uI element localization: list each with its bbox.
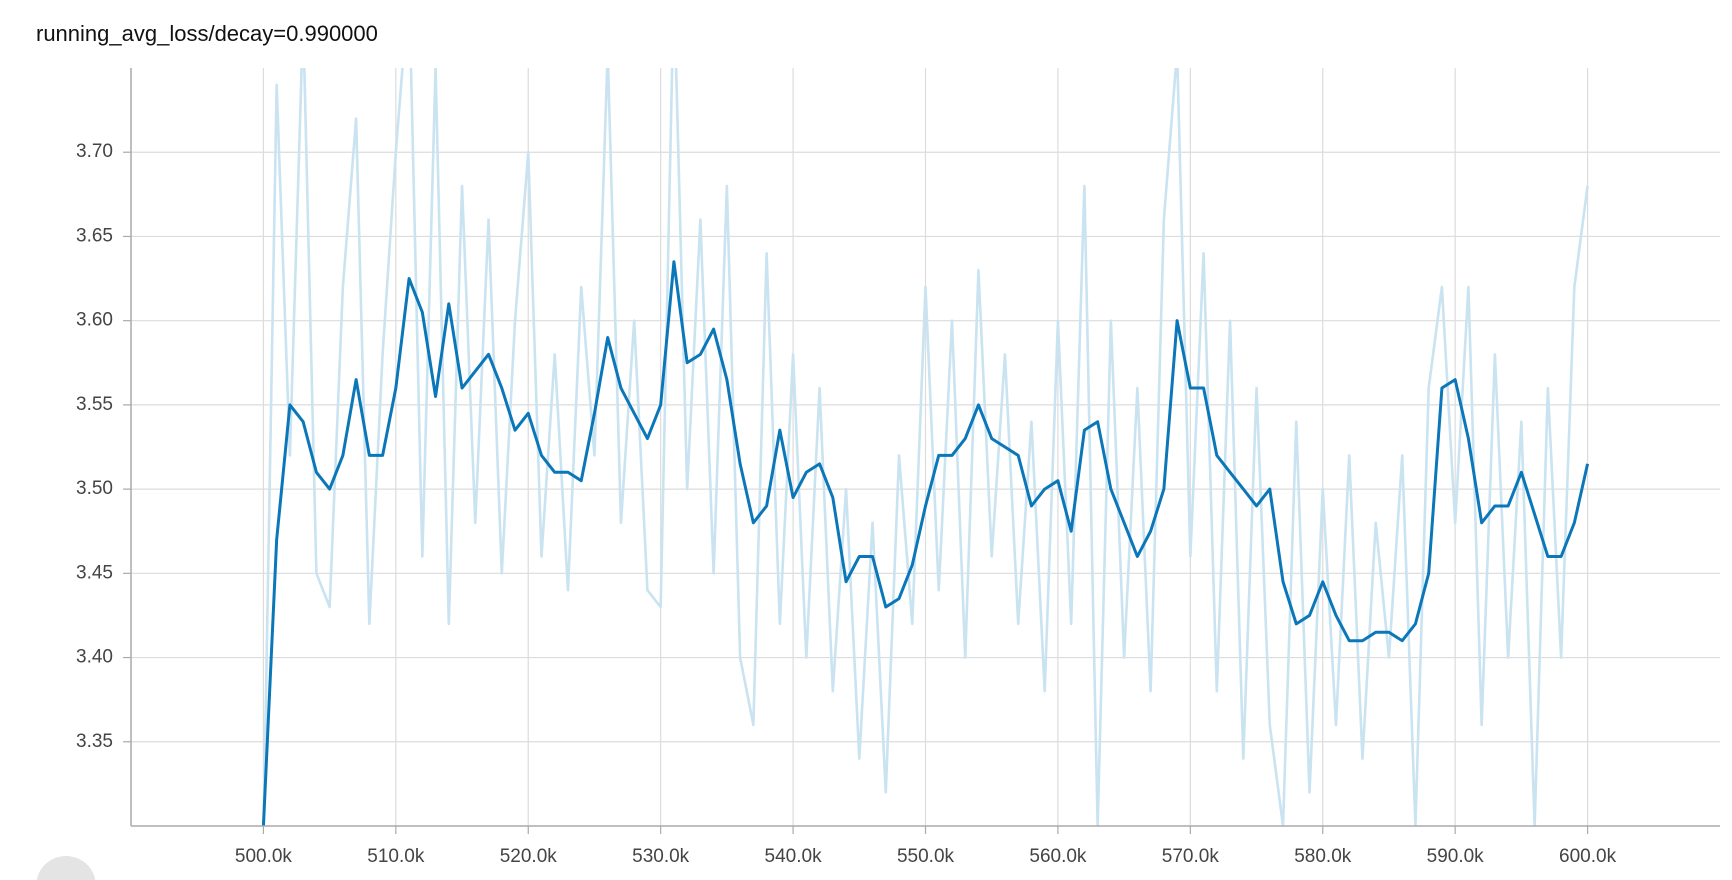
y-tick-label: 3.50	[76, 478, 113, 499]
plot-area	[261, 68, 1590, 826]
y-tick-label: 3.60	[76, 310, 113, 331]
x-tick-label: 590.0k	[1427, 846, 1485, 867]
x-tick-label: 580.0k	[1294, 846, 1352, 867]
y-tick-label: 3.35	[76, 731, 113, 752]
chart-title: running_avg_loss/decay=0.990000	[36, 21, 378, 46]
x-tick-label: 570.0k	[1162, 846, 1220, 867]
corner-button[interactable]	[36, 856, 96, 880]
y-tick-label: 3.40	[76, 647, 113, 668]
x-tick-label: 500.0k	[235, 846, 293, 867]
y-tick-label: 3.65	[76, 225, 113, 246]
x-tick-label: 510.0k	[367, 846, 425, 867]
series-line	[262, 68, 1589, 826]
y-tick-label: 3.70	[76, 141, 113, 162]
y-tick-label: 3.55	[76, 394, 113, 415]
x-tick-label: 530.0k	[632, 846, 690, 867]
y-tick-label: 3.45	[76, 562, 113, 583]
x-tick-label: 540.0k	[765, 846, 823, 867]
x-tick-label: 560.0k	[1029, 846, 1087, 867]
series-line	[261, 260, 1590, 826]
x-tick-label: 550.0k	[897, 846, 955, 867]
x-tick-label: 600.0k	[1559, 846, 1617, 867]
grid	[131, 68, 1720, 826]
axes: 3.35 3.40 3.45 3.50 3.55 3.60 3.65 3.70 500.0k 51…	[76, 68, 1720, 867]
x-tick-label: 520.0k	[500, 846, 558, 867]
